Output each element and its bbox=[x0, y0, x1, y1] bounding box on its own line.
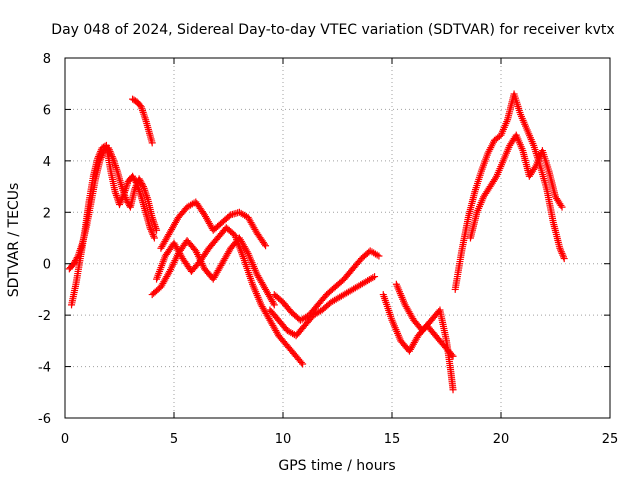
x-tick-label: 5 bbox=[170, 432, 178, 447]
data-point bbox=[73, 254, 81, 262]
series-track-g bbox=[266, 273, 379, 340]
data-point bbox=[147, 225, 155, 233]
data-point bbox=[117, 197, 125, 205]
y-tick-label: 8 bbox=[43, 52, 51, 67]
data-point bbox=[107, 149, 115, 157]
x-tick-label: 25 bbox=[602, 432, 619, 447]
data-point bbox=[148, 139, 156, 147]
ticks-layer: 0 5 10 15 20 25 -6 -4 -2 0 2 4 6 8 bbox=[38, 52, 618, 447]
data-point bbox=[96, 157, 104, 165]
series-track-l bbox=[466, 131, 566, 242]
data-point bbox=[150, 232, 158, 240]
y-tick-label: 0 bbox=[43, 258, 51, 273]
series-track-b bbox=[65, 144, 161, 273]
data-point bbox=[559, 253, 567, 261]
series-track-j bbox=[392, 280, 457, 394]
data-point bbox=[108, 151, 116, 159]
data-point bbox=[558, 203, 566, 211]
data-point bbox=[146, 224, 154, 232]
data-point bbox=[557, 201, 565, 209]
series-track-c bbox=[129, 95, 156, 147]
data-point bbox=[557, 248, 565, 256]
x-tick-label: 10 bbox=[275, 432, 292, 447]
series-track-e bbox=[157, 198, 270, 252]
data-point bbox=[531, 164, 539, 172]
data-point bbox=[375, 252, 383, 260]
data-point bbox=[147, 227, 155, 235]
data-point bbox=[139, 181, 147, 189]
data-point bbox=[106, 147, 114, 155]
data-point bbox=[99, 150, 107, 158]
points-layer bbox=[65, 90, 568, 394]
data-point bbox=[558, 249, 566, 257]
data-point bbox=[492, 174, 500, 182]
data-point bbox=[105, 146, 113, 154]
data-point bbox=[557, 246, 565, 254]
data-point bbox=[560, 255, 568, 263]
grid-layer bbox=[65, 58, 610, 418]
data-point bbox=[98, 152, 106, 160]
data-point bbox=[116, 201, 123, 209]
data-point bbox=[299, 360, 307, 368]
data-point bbox=[136, 102, 144, 110]
y-tick-label: 4 bbox=[43, 155, 51, 170]
data-point bbox=[105, 144, 113, 152]
y-tick-label: 2 bbox=[43, 206, 51, 221]
y-tick-label: 6 bbox=[43, 103, 51, 118]
data-point bbox=[150, 234, 158, 242]
y-axis-label: SDTVAR / TECUs bbox=[6, 183, 22, 298]
data-point bbox=[260, 240, 268, 248]
series-track-f bbox=[148, 234, 278, 309]
y-tick-label: -2 bbox=[38, 309, 51, 324]
data-point bbox=[371, 273, 379, 281]
data-point bbox=[556, 244, 564, 252]
data-point bbox=[131, 183, 139, 191]
plot-frame bbox=[64, 57, 611, 419]
data-point bbox=[559, 251, 567, 259]
data-point bbox=[108, 153, 116, 161]
data-point bbox=[449, 352, 457, 360]
series-track-h bbox=[270, 247, 383, 324]
data-point bbox=[153, 226, 161, 234]
data-point bbox=[270, 301, 278, 309]
data-point bbox=[262, 242, 270, 250]
data-point bbox=[148, 229, 156, 237]
data-point bbox=[97, 153, 105, 161]
x-axis-label: GPS time / hours bbox=[278, 458, 395, 474]
y-tick-label: -4 bbox=[38, 361, 51, 376]
data-point bbox=[449, 386, 457, 394]
series-track-k bbox=[451, 90, 568, 293]
data-point bbox=[165, 269, 173, 277]
data-point bbox=[131, 185, 139, 193]
data-point bbox=[116, 199, 124, 207]
data-point bbox=[132, 182, 140, 190]
chart-title: Day 048 of 2024, Sidereal Day-to-day VTE… bbox=[51, 22, 614, 38]
y-tick-label: -6 bbox=[38, 412, 51, 427]
data-point bbox=[149, 231, 157, 239]
x-tick-label: 20 bbox=[493, 432, 510, 447]
data-point bbox=[269, 299, 277, 307]
data-point bbox=[97, 155, 105, 163]
data-point bbox=[243, 248, 251, 256]
x-tick-label: 15 bbox=[384, 432, 401, 447]
x-tick-label: 0 bbox=[61, 432, 69, 447]
data-point bbox=[297, 358, 305, 366]
